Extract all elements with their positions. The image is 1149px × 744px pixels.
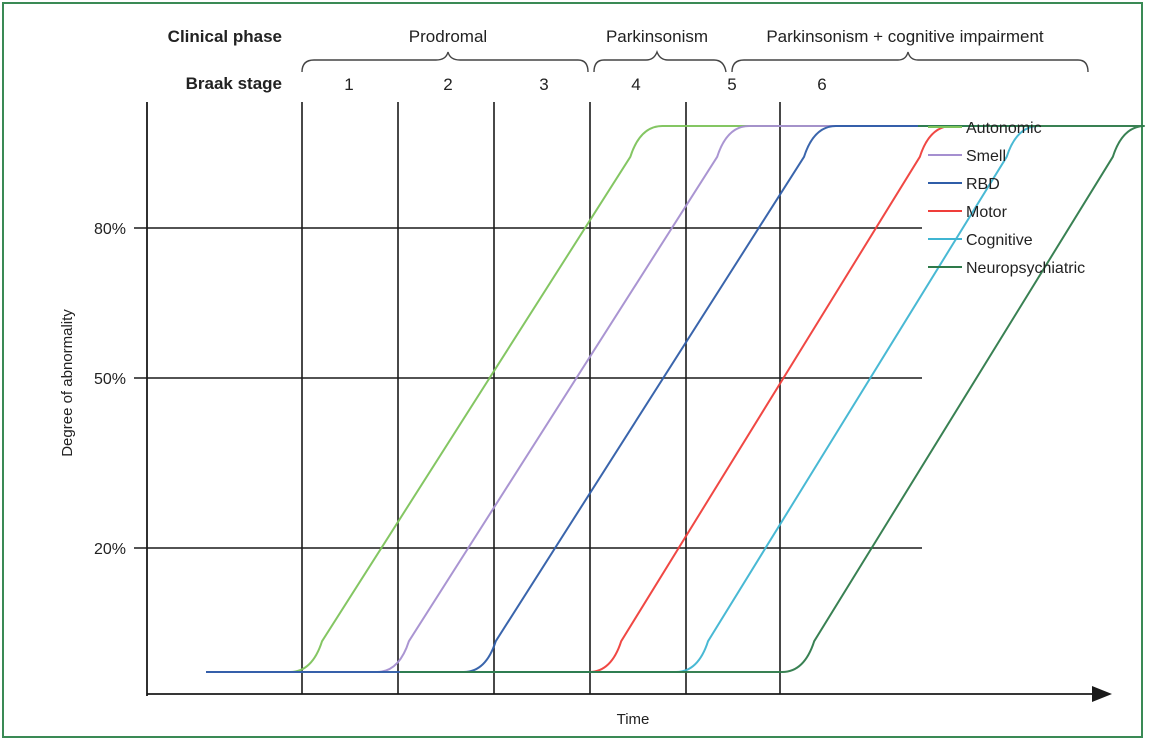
series-line-motor	[400, 125, 952, 673]
phase-parkinsonism-cognitive: Parkinsonism + cognitive impairment	[766, 27, 1044, 46]
brace-parkinsonism-cognitive	[731, 51, 1089, 73]
legend: Autonomic Smell RBD Motor Cognitive Neuropsyc…	[928, 120, 1085, 277]
series-line-smell	[206, 125, 918, 673]
series-line-autonomic	[206, 125, 918, 673]
stage-4: 4	[631, 75, 640, 94]
series-line-rbd	[206, 125, 918, 673]
stage-3: 3	[539, 75, 548, 94]
braak-stage-label: Braak stage	[186, 74, 282, 93]
phase-braces	[301, 50, 1089, 73]
legend-label-cognitive: Cognitive	[966, 232, 1033, 249]
series-line-cognitive	[400, 125, 1039, 673]
clinical-phase-label: Clinical phase	[168, 27, 282, 46]
x-axis-arrowhead	[1092, 686, 1112, 702]
legend-label-smell: Smell	[966, 148, 1006, 165]
y-axis-title: Degree of abnormality	[59, 309, 76, 457]
stage-1: 1	[344, 75, 353, 94]
phase-parkinsonism: Parkinsonism	[606, 27, 708, 46]
series-line-neuropsychiatric	[400, 125, 1145, 673]
y-tick-20: 20%	[94, 541, 126, 558]
brace-parkinsonism	[593, 50, 727, 73]
legend-label-rbd: RBD	[966, 176, 1000, 193]
stage-2: 2	[443, 75, 452, 94]
legend-label-neuropsychiatric: Neuropsychiatric	[966, 260, 1085, 277]
legend-label-motor: Motor	[966, 204, 1008, 221]
series-layer	[206, 125, 1145, 673]
stage-5: 5	[727, 75, 736, 94]
phase-prodromal: Prodromal	[409, 27, 487, 46]
legend-label-autonomic: Autonomic	[966, 120, 1042, 137]
x-axis-title: Time	[617, 711, 650, 728]
stage-6: 6	[817, 75, 826, 94]
y-tick-50: 50%	[94, 371, 126, 388]
stage-boundary-lines	[301, 102, 781, 694]
brace-prodromal	[301, 51, 589, 73]
horizontal-gridlines	[134, 227, 922, 549]
y-tick-80: 80%	[94, 221, 126, 238]
